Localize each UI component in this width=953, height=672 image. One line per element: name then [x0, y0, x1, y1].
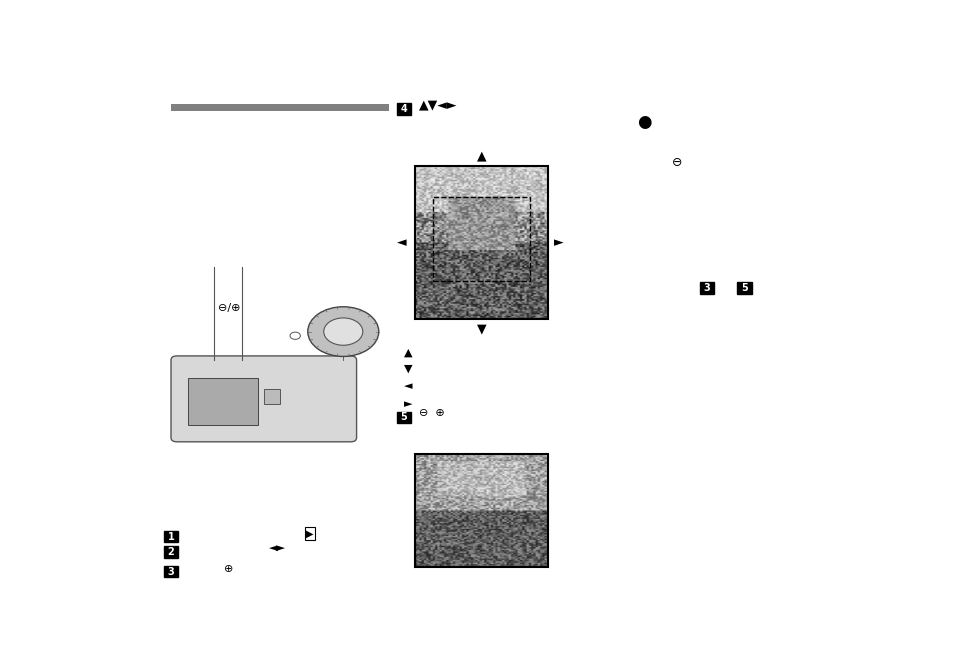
Text: ►: ►	[554, 236, 563, 249]
Bar	[264, 388, 280, 404]
Text: ▼: ▼	[476, 323, 486, 335]
Circle shape	[290, 332, 300, 339]
FancyBboxPatch shape	[164, 531, 178, 542]
Text: ▶: ▶	[306, 528, 314, 538]
Text: ●: ●	[637, 113, 651, 131]
Text: ▲: ▲	[403, 347, 412, 358]
Text: 5: 5	[400, 413, 407, 423]
Text: ►: ►	[403, 399, 412, 409]
Circle shape	[308, 306, 378, 356]
Bar	[433, 196, 529, 280]
Text: ⊖/⊕: ⊖/⊕	[217, 303, 240, 313]
FancyBboxPatch shape	[699, 282, 714, 294]
Text: ▲▼◄►: ▲▼◄►	[418, 99, 456, 112]
Bar	[188, 378, 258, 425]
Text: 1: 1	[168, 532, 174, 542]
Text: ⊕: ⊕	[224, 564, 233, 574]
Text: ▲: ▲	[476, 149, 486, 162]
Text: ⊖: ⊖	[672, 156, 682, 169]
FancyBboxPatch shape	[164, 546, 178, 558]
FancyBboxPatch shape	[396, 412, 411, 423]
Text: ◄: ◄	[403, 381, 412, 391]
Bar	[415, 454, 547, 567]
Text: ◄: ◄	[396, 236, 406, 249]
FancyBboxPatch shape	[396, 103, 411, 115]
Circle shape	[323, 318, 362, 345]
Text: ▼: ▼	[403, 364, 412, 374]
Text: 3: 3	[168, 566, 174, 577]
Text: ⊖  ⊕: ⊖ ⊕	[418, 408, 444, 418]
Bar	[171, 104, 389, 111]
FancyBboxPatch shape	[164, 566, 178, 577]
Text: 3: 3	[703, 283, 710, 293]
Text: 2: 2	[168, 547, 174, 557]
Text: 4: 4	[400, 104, 407, 114]
FancyBboxPatch shape	[171, 356, 356, 442]
Bar	[415, 166, 547, 319]
FancyBboxPatch shape	[737, 282, 751, 294]
Text: 5: 5	[740, 283, 747, 293]
Text: ◄►: ◄►	[269, 544, 286, 554]
